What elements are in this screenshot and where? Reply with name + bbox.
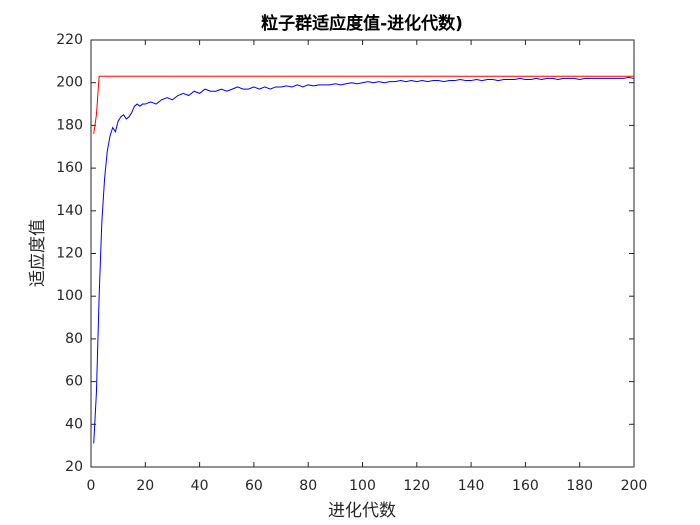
y-tick-label: 220 [56, 32, 83, 48]
x-tick-label: 60 [245, 478, 263, 494]
x-tick-label: 120 [403, 478, 430, 494]
y-tick-label: 80 [65, 331, 83, 347]
y-tick-label: 40 [65, 416, 83, 432]
x-tick-label: 0 [87, 478, 96, 494]
x-tick-label: 140 [458, 478, 485, 494]
y-tick-label: 200 [56, 75, 83, 91]
plot-frame [90, 39, 635, 468]
y-tick-label: 20 [65, 459, 83, 475]
y-tick-label: 120 [56, 246, 83, 262]
series-line [93, 76, 635, 444]
y-tick-label: 140 [56, 203, 83, 219]
x-tick-label: 160 [512, 478, 539, 494]
x-axis-label: 进化代数 [328, 501, 396, 521]
y-tick-label: 100 [56, 288, 83, 304]
x-tick-label: 20 [136, 478, 154, 494]
chart-title: 粒子群适应度值-进化代数) [261, 13, 463, 34]
x-tick-label: 180 [566, 478, 593, 494]
y-tick-label: 160 [56, 160, 83, 176]
y-axis-label: 适应度值 [28, 219, 48, 287]
x-tick-label: 80 [299, 478, 317, 494]
y-tick-label: 60 [65, 374, 83, 390]
x-tick-label: 40 [191, 478, 209, 494]
y-tick-label: 180 [56, 117, 83, 133]
series-line [93, 75, 634, 135]
x-tick-label: 100 [349, 478, 376, 494]
x-tick-label: 200 [621, 478, 648, 494]
